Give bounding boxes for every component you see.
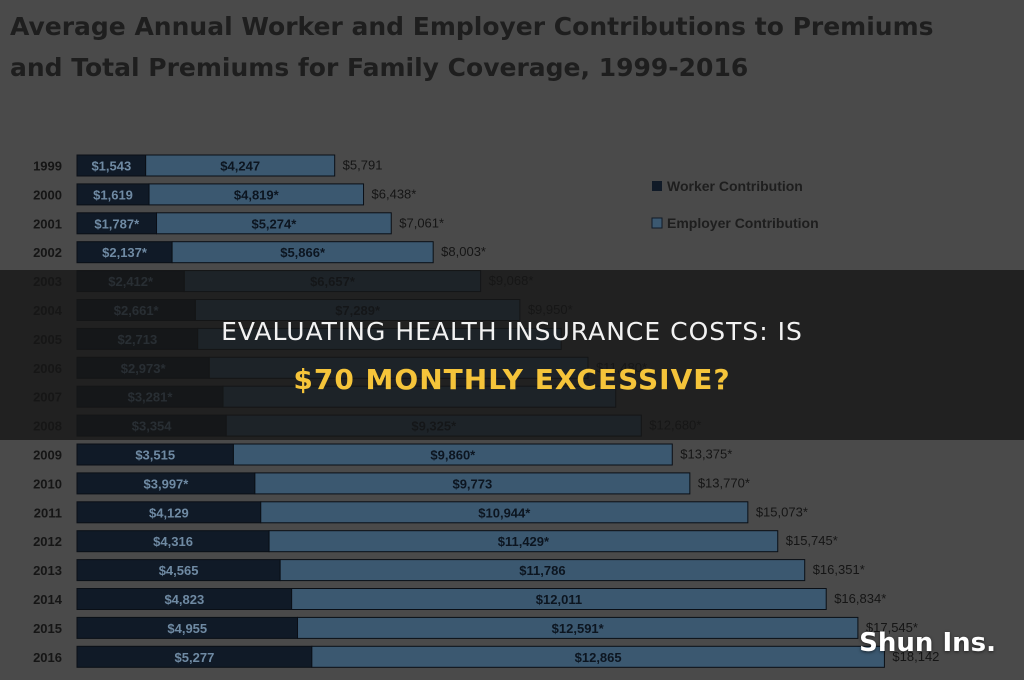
worker-value-label: $4,955 (167, 621, 207, 636)
employer-value-label: $9,773 (452, 476, 492, 491)
employer-value-label: $11,786 (519, 563, 565, 578)
banner-overlay (0, 270, 1024, 440)
total-premium-label: $17,545* (866, 620, 918, 635)
worker-value-label: $3,515 (135, 448, 175, 463)
bar-employer (268, 530, 779, 553)
chart-title-line-1: Average Annual Worker and Employer Contr… (10, 12, 934, 41)
legend-swatch-worker (652, 181, 662, 191)
total-premium-label: $8,003* (441, 244, 486, 259)
worker-value-label: $4,129 (149, 505, 189, 520)
year-tick-label: 1999 (33, 159, 62, 174)
total-premium-label: $18,142 (892, 649, 939, 664)
year-tick-label: 2014 (33, 592, 63, 607)
bar-employer (291, 588, 827, 610)
bar-employer (254, 472, 691, 495)
year-tick-label: 2016 (33, 650, 62, 665)
worker-value-label: $3,997* (144, 476, 190, 491)
worker-value-label: $4,565 (159, 563, 199, 578)
worker-value-label: $1,619 (93, 187, 133, 202)
legend-swatch-employer (651, 217, 663, 229)
worker-value-label: $4,823 (164, 592, 204, 607)
worker-value-label: $4,316 (153, 534, 193, 549)
banner-headline-line-1: EVALUATING HEALTH INSURANCE COSTS: IS (221, 317, 803, 346)
year-tick-label: 2013 (33, 563, 62, 578)
total-premium-label: $16,351* (813, 562, 865, 577)
employer-value-label: $11,429* (498, 534, 550, 549)
employer-value-label: $10,944* (478, 505, 531, 520)
year-tick-label: 2015 (33, 621, 62, 636)
employer-value-label: $4,819* (234, 187, 280, 202)
bar-employer (232, 443, 673, 466)
employer-value-label: $5,866* (280, 245, 326, 260)
bar-employer (171, 241, 434, 264)
bar-employer (279, 559, 806, 582)
total-premium-label: $13,375* (680, 447, 732, 462)
employer-value-label: $4,247 (220, 159, 260, 174)
year-tick-label: 2009 (33, 448, 62, 463)
total-premium-label: $16,834* (834, 591, 886, 606)
year-tick-label: 2001 (33, 216, 62, 231)
total-premium-label: $7,061* (399, 215, 444, 230)
worker-value-label: $2,137* (102, 245, 148, 260)
total-premium-label: $13,770* (698, 475, 750, 490)
employer-value-label: $12,011 (536, 592, 582, 607)
legend: Worker Contribution Employer Contributio… (651, 178, 819, 231)
employer-value-label: $12,865 (575, 650, 622, 665)
bar-employer (260, 501, 749, 524)
employer-value-label: $12,591* (552, 621, 605, 636)
bar-employer (156, 212, 392, 235)
legend-label-employer: Employer Contribution (667, 215, 819, 231)
watermark-logo: Shun Ins. (859, 628, 996, 658)
worker-value-label: $1,787* (94, 216, 140, 231)
year-tick-label: 2010 (33, 476, 62, 491)
year-tick-label: 2011 (34, 505, 62, 520)
employer-value-label: $5,274* (251, 216, 297, 231)
bar-employer (311, 645, 885, 668)
total-premium-label: $5,791 (343, 158, 383, 173)
bar-employer (145, 154, 336, 177)
total-premium-label: $15,073* (756, 504, 808, 519)
chart-title-line-2: and Total Premiums for Family Coverage, … (10, 53, 749, 82)
bar-employer (148, 183, 365, 206)
bar-employer (297, 616, 859, 639)
total-premium-label: $15,745* (786, 533, 838, 548)
employer-value-label: $9,860* (430, 448, 476, 463)
year-tick-label: 2012 (33, 534, 62, 549)
year-tick-label: 2000 (33, 187, 62, 202)
year-tick-label: 2002 (33, 245, 62, 260)
worker-value-label: $5,277 (175, 650, 215, 665)
worker-value-label: $1,543 (91, 159, 131, 174)
banner-headline-line-2: $70 MONTHLY EXCESSIVE? (293, 363, 731, 396)
total-premium-label: $6,438* (372, 186, 417, 201)
legend-label-worker: Worker Contribution (667, 178, 803, 194)
